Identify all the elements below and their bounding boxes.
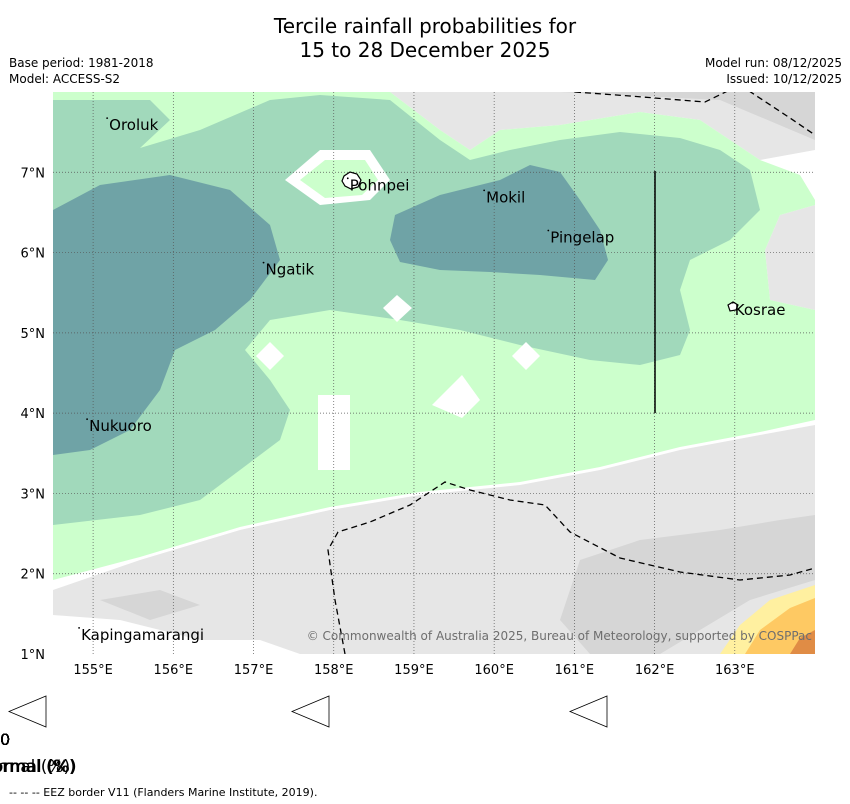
colorbar-tick: 40	[0, 730, 10, 749]
colorbar-label: Near normal (%)	[0, 757, 70, 777]
eez-border-south	[327, 481, 815, 654]
lat-tick-label: 1°N	[21, 648, 46, 663]
colorbars: 405060708090 Below normal (%)405060708090…	[0, 695, 608, 777]
lon-tick-label: 163°E	[715, 663, 755, 678]
near-normal-north-darker	[560, 92, 815, 140]
lon-tick-label: 156°E	[154, 663, 194, 678]
place-label-mokil: Mokil	[486, 188, 525, 206]
above-normal-70-west	[53, 175, 280, 455]
title-line-1: Tercile rainfall probabilities for	[273, 14, 577, 38]
colorbar-tick: 70	[0, 730, 10, 749]
footer-note: -- -- -- EEZ border V11 (Flanders Marine…	[9, 786, 318, 799]
lat-tick-label: 4°N	[21, 407, 46, 422]
near-normal-southwest-patch	[100, 590, 200, 620]
colorbar-tick: 40	[0, 730, 10, 749]
colorbar-extend-low	[568, 695, 608, 728]
colorbar-tick: 60	[0, 730, 10, 749]
colorbar-tick: 80	[0, 730, 10, 749]
lon-tick-label: 159°E	[394, 663, 434, 678]
lon-tick-label: 162°E	[635, 663, 675, 678]
white-diamond-3	[512, 342, 540, 370]
lon-tick-label: 160°E	[474, 663, 514, 678]
lat-tick-label: 5°N	[21, 327, 46, 342]
meta-left: Base period: 1981-2018 Model: ACCESS-S2	[9, 55, 154, 87]
colorbar-label: Below normal (%)	[0, 757, 75, 777]
colorbar-tick: 80	[0, 730, 10, 749]
colorbar-3: 405060708090 Above normal (%)	[0, 695, 608, 777]
title-line-2: 15 to 28 December 2025	[299, 38, 551, 62]
place-marker	[731, 301, 734, 304]
place-marker	[483, 189, 486, 192]
meta-right: Model run: 08/12/2025 Issued: 10/12/2025	[705, 55, 842, 87]
pohnpei-island	[341, 171, 362, 190]
place-marker	[78, 627, 80, 629]
model-name: Model: ACCESS-S2	[9, 72, 121, 86]
lon-tick-label: 158°E	[314, 663, 354, 678]
place-marker	[262, 261, 265, 264]
place-label-pingelap: Pingelap	[550, 229, 614, 247]
place-labels: Oroluk Pohnpei Mokil Pingelap Ngatik Kosrae Nu…	[78, 116, 785, 644]
colorbar-tick: 70	[0, 730, 10, 749]
white-diamond-1	[383, 295, 412, 322]
place-marker	[547, 229, 550, 232]
lat-tick-label: 2°N	[21, 568, 46, 583]
axis-ticks: 155°E 156°E 157°E 158°E 159°E 160°E 161°E 162°E…	[21, 166, 755, 678]
place-marker	[346, 177, 349, 180]
copyright-text: © Commonwealth of Australia 2025, Bureau…	[307, 629, 812, 643]
colorbar-tick: 90	[0, 730, 10, 749]
colorbar-tick: 90	[0, 730, 10, 749]
colorbar-tick: 40	[0, 730, 10, 749]
colorbar-label: Above normal (%)	[0, 757, 77, 777]
colorbar-tick: 50	[0, 730, 10, 749]
lat-tick-label: 3°N	[21, 487, 46, 502]
lon-tick-label: 161°E	[555, 663, 595, 678]
colorbar-1: 405060708090 Below normal (%)	[0, 696, 75, 777]
colorbar-tick: 60	[0, 730, 10, 749]
place-marker	[106, 117, 109, 120]
lat-tick-label: 6°N	[21, 247, 46, 262]
white-diamond-4	[432, 375, 480, 418]
lon-tick-label: 155°E	[73, 663, 113, 678]
colorbar-tick: 50	[0, 730, 10, 749]
place-label-ngatik: Ngatik	[266, 261, 315, 279]
near-normal-north	[390, 92, 815, 160]
model-run: Model run: 08/12/2025	[704, 56, 842, 70]
place-label-kapingamarangi: Kapingamarangi	[81, 626, 204, 644]
colorbar-extend-low	[7, 695, 47, 728]
white-diamond-2	[256, 342, 284, 370]
colorbar-extend-low	[290, 695, 330, 728]
map-title: Tercile rainfall probabilities for 15 to…	[0, 14, 850, 62]
place-label-nukuoro: Nukuoro	[89, 417, 152, 435]
light-patch-pohnpei	[300, 160, 378, 198]
place-label-kosrae: Kosrae	[735, 301, 786, 319]
colorbar-tick: 80	[0, 730, 10, 749]
colorbar-2: 405060708090 Near normal (%)	[0, 695, 330, 777]
place-label-oroluk: Oroluk	[109, 116, 158, 134]
issued-date: Issued: 10/12/2025	[726, 72, 842, 86]
near-normal-south-darker	[560, 515, 815, 654]
place-label-pohnpei: Pohnpei	[350, 176, 410, 194]
near-normal-east	[765, 205, 815, 310]
colorbar-tick: 90	[0, 730, 10, 749]
colorbar-tick: 60	[0, 730, 10, 749]
lat-tick-label: 7°N	[21, 166, 46, 181]
white-strip-south	[318, 395, 350, 470]
place-marker	[86, 418, 88, 421]
colorbar-tick: 50	[0, 730, 10, 749]
below-normal-60	[745, 598, 815, 654]
base-period: Base period: 1981-2018	[9, 56, 154, 70]
above-normal-70-east	[390, 165, 608, 280]
probability-field	[53, 92, 815, 654]
lon-tick-label: 157°E	[234, 663, 274, 678]
below-normal-70	[790, 630, 815, 654]
eez-border-north	[574, 92, 815, 136]
colorbar-tick: 70	[0, 730, 10, 749]
